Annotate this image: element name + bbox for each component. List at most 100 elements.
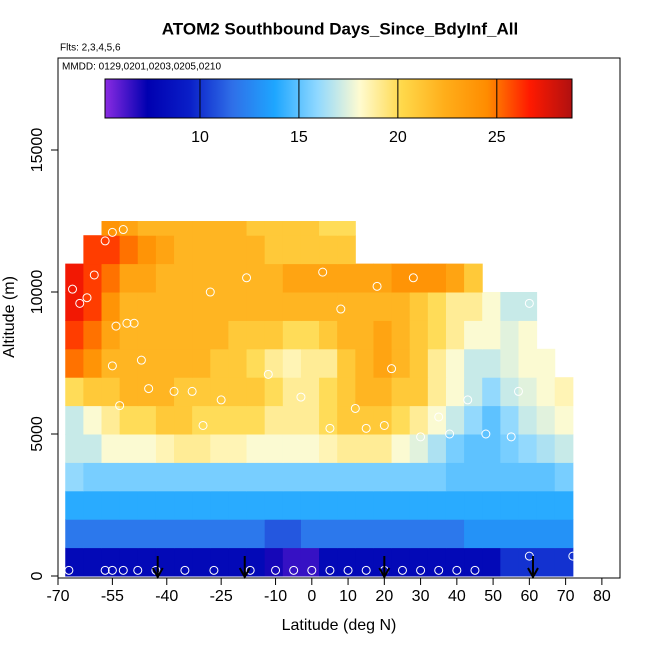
heat-cell [427,377,447,407]
sample-point [118,225,128,235]
heat-cell [482,348,501,378]
heat-cell [210,434,229,463]
heat-cell [300,221,320,236]
heat-cell [300,519,320,549]
heat-cell [391,348,411,378]
heat-cell [518,490,538,520]
heat-cell [300,377,320,407]
sample-point [568,551,578,561]
x-tick-label: 70 [557,588,575,605]
heat-cell [246,547,266,577]
heat-cell [119,221,139,236]
heat-cell [518,462,538,492]
sample-point [107,565,117,575]
heat-cell [155,377,175,407]
heat-cell [554,405,574,435]
heat-cell [337,263,356,293]
heat-cell [282,547,302,577]
heat-cell [101,377,121,407]
heat-cell [482,405,501,435]
heat-cell [500,292,519,321]
heat-cell [337,221,356,236]
heat-cell [119,263,139,293]
heat-cell [337,235,356,265]
sample-point [205,287,215,297]
sample-point [75,298,85,308]
heat-cell [282,490,302,520]
plot-box [57,57,621,579]
heat-cell [427,405,447,435]
heat-cell [445,320,465,350]
heat-cell [355,462,374,492]
x-tick-label: 40 [448,588,466,605]
heat-cell [264,405,284,435]
sample-point [187,386,197,396]
sample-point [64,565,74,575]
sample-point [307,565,317,575]
heat-cell [119,405,139,435]
heat-cell [174,405,193,435]
heat-cell [119,377,139,407]
heat-cell [464,547,483,577]
heat-cell [445,348,465,378]
chart-title: ATOM2 Southbound Days_Since_BdyInf_All [162,19,518,38]
heat-cell [500,405,519,435]
heat-cell [264,490,284,520]
heat-cell [228,490,248,520]
arrow [151,556,164,580]
heat-cell [174,434,193,463]
sample-point [82,293,92,303]
heat-cell [319,292,338,321]
heat-cell [83,519,103,549]
heat-cell [391,490,411,520]
sample-point [271,565,281,575]
heat-cell [282,462,302,492]
heat-cell [246,348,266,378]
heat-cell [137,462,157,492]
heat-cell [210,462,229,492]
heat-cell [192,377,211,407]
x-tick-label: -70 [46,588,69,605]
heat-cell [518,519,538,549]
sample-point [144,384,154,394]
heat-cell [464,490,483,520]
heat-cell [464,405,483,435]
heatmap [65,221,574,577]
heat-cell [554,377,574,407]
x-tick-label: 0 [307,588,316,605]
heat-cell [427,490,447,520]
heat-cell [210,405,229,435]
heat-cell [137,348,157,378]
heat-cell [445,547,465,577]
sample-point [350,403,360,413]
heat-cell [445,405,465,435]
heat-cell [554,434,574,463]
sample-point [361,565,371,575]
x-axis-label: Latitude (deg N) [282,617,397,634]
heat-cell [228,221,248,236]
heat-cell [228,235,248,265]
heat-cell [464,434,483,463]
heat-cell [228,263,248,293]
heat-cell [83,547,103,577]
colorbar-tick-label: 20 [389,129,407,146]
heat-cell [409,547,429,577]
y-tick-label: 0 [29,571,46,580]
heat-cell [445,519,465,549]
heat-cell [210,547,229,577]
heat-cell [482,292,501,321]
heat-cell [518,377,538,407]
heat-cell [482,377,501,407]
heat-cell [174,377,193,407]
heat-cell [391,405,411,435]
heat-cell [319,547,338,577]
heat-cell [282,235,302,265]
sample-point [89,270,99,280]
heat-cell [65,263,84,293]
heat-cell [119,434,139,463]
heat-cell [282,221,302,236]
heat-cell [355,519,374,549]
heat-cell [210,490,229,520]
x-tick-label: 50 [484,588,502,605]
